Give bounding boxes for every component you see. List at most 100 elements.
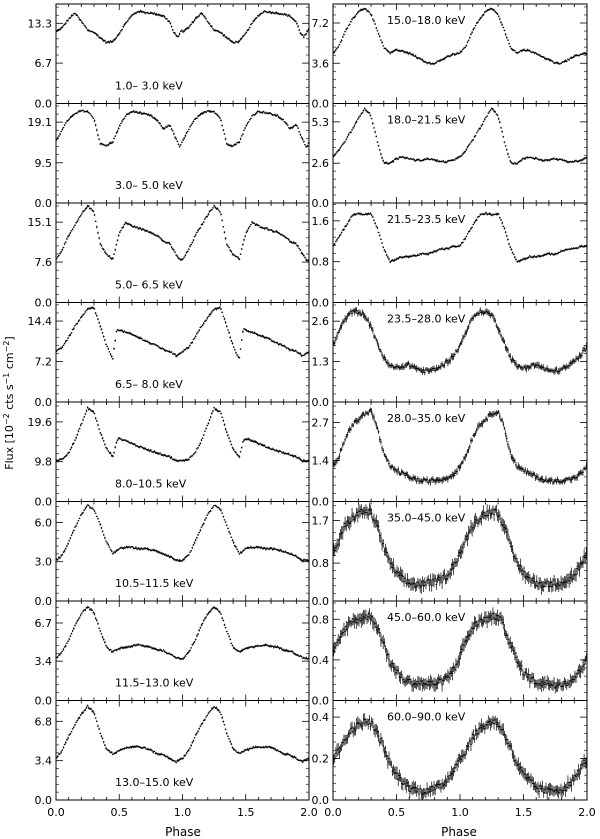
data-point [100, 434, 103, 436]
data-point [75, 622, 77, 624]
data-point [196, 231, 198, 233]
data-point [259, 334, 261, 336]
data-point [525, 50, 528, 52]
data-point [347, 134, 350, 136]
data-point [288, 239, 290, 241]
data-point [290, 455, 292, 457]
data-point [107, 348, 110, 350]
data-point [146, 12, 149, 14]
data-point [175, 138, 177, 140]
data-point [83, 710, 85, 712]
data-point [288, 348, 290, 350]
data-point [527, 49, 530, 51]
data-point [245, 31, 248, 33]
data-point [204, 111, 206, 113]
data-point [464, 151, 466, 153]
data-point [124, 331, 127, 333]
data-point [576, 54, 578, 56]
data-point [162, 454, 165, 456]
data-point [258, 334, 260, 336]
data-point [171, 458, 174, 460]
data-point [87, 707, 90, 709]
data-point [81, 213, 83, 215]
data-point [499, 121, 501, 123]
data-point [160, 649, 163, 651]
data-point [284, 236, 287, 238]
data-point [135, 335, 137, 337]
data-point [133, 225, 136, 227]
data-point [159, 754, 161, 756]
data-point [227, 735, 229, 737]
data-point [148, 12, 151, 14]
data-point [59, 347, 61, 349]
data-point [61, 554, 64, 556]
data-point [402, 50, 404, 52]
data-point [368, 112, 371, 114]
data-point [205, 716, 207, 718]
data-point [59, 653, 61, 655]
data-point [182, 658, 184, 660]
data-point [292, 554, 295, 556]
data-point [273, 114, 275, 116]
data-point [135, 445, 137, 447]
data-point [539, 55, 542, 57]
data-point [186, 131, 189, 133]
data-point [392, 160, 395, 162]
data-point [375, 135, 378, 137]
data-point [127, 20, 129, 22]
data-point [197, 534, 199, 536]
data-point [229, 638, 232, 640]
data-point [76, 522, 79, 524]
data-point [240, 339, 243, 341]
data-point [153, 343, 156, 345]
energy-band-label: 6.5– 8.0 keV [115, 378, 183, 391]
data-point [484, 11, 486, 13]
data-point [216, 506, 219, 508]
data-point [477, 130, 479, 132]
data-point [135, 227, 137, 229]
data-point [280, 117, 282, 119]
data-point [433, 159, 435, 161]
data-point [288, 753, 290, 755]
data-point [199, 113, 202, 115]
data-point [200, 723, 203, 725]
data-point [190, 455, 192, 457]
data-point [75, 222, 77, 224]
data-point [67, 337, 69, 339]
data-point [102, 534, 105, 536]
data-point [306, 145, 309, 147]
data-point [68, 17, 71, 19]
data-point [156, 345, 159, 347]
data-point [155, 13, 158, 15]
data-point [268, 338, 271, 340]
data-point [85, 410, 88, 412]
data-point [70, 633, 73, 635]
data-point [91, 116, 94, 118]
data-point [223, 231, 226, 233]
data-point [173, 249, 175, 251]
data-point [184, 556, 187, 558]
data-point [209, 510, 212, 512]
data-point [117, 234, 120, 236]
data-point [254, 441, 257, 443]
data-point [260, 444, 263, 446]
data-point [143, 11, 145, 13]
data-point [169, 351, 172, 353]
data-point [301, 761, 304, 763]
data-point [234, 648, 236, 650]
data-point [63, 646, 66, 648]
data-point [286, 238, 289, 240]
data-point [73, 226, 75, 228]
data-point [261, 335, 264, 337]
data-point [82, 610, 84, 612]
data-point [102, 40, 105, 42]
data-point [78, 110, 81, 112]
data-point [574, 55, 576, 57]
data-point [162, 754, 165, 756]
data-point [153, 750, 156, 752]
data-point [129, 547, 131, 549]
data-point [138, 11, 141, 13]
data-point [301, 355, 304, 357]
data-point [192, 544, 195, 546]
